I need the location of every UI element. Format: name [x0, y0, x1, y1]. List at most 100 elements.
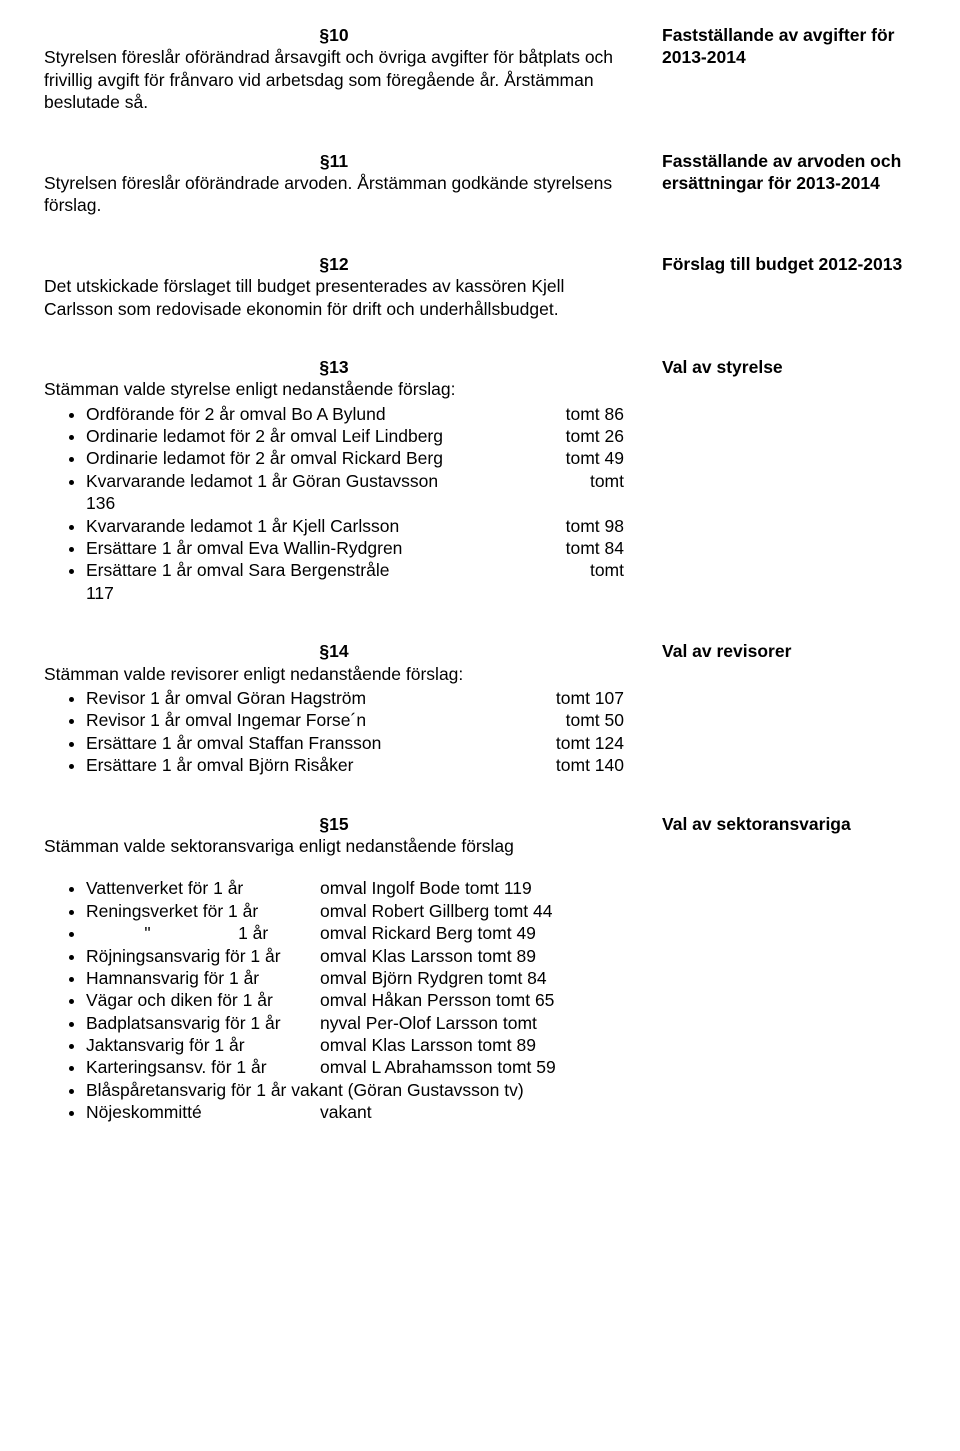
list-item-left: Revisor 1 år omval Ingemar Forse´n [86, 709, 566, 731]
section-11-left: §11 Styrelsen föreslår oförändrade arvod… [44, 150, 624, 217]
list-item: Revisor 1 år omval Ingemar Forse´ntomt 5… [86, 709, 624, 731]
list-item-right: omval L Abrahamsson tomt 59 [320, 1056, 624, 1078]
list-item: Kvarvarande ledamot 1 år Göran Gustavsso… [86, 470, 624, 515]
section-10-heading: Fastställande av avgifter för 2013-2014 [624, 24, 916, 69]
list-item-left: Ordförande för 2 år omval Bo A Bylund [86, 403, 566, 425]
section-11-body: Styrelsen föreslår oförändrade arvoden. … [44, 172, 624, 217]
list-item-left: Revisor 1 år omval Göran Hagström [86, 687, 556, 709]
list-item-right: omval Robert Gillberg tomt 44 [320, 900, 624, 922]
list-item-right: tomt 50 [566, 709, 624, 731]
section-11-number: §11 [44, 150, 624, 172]
list-item-left: Nöjeskommitté [86, 1101, 320, 1123]
list-item: Röjningsansvarig för 1 åromval Klas Lars… [86, 945, 624, 967]
list-item-left: Ersättare 1 år omval Eva Wallin-Rydgren [86, 537, 566, 559]
list-item: Ordinarie ledamot för 2 år omval Leif Li… [86, 425, 624, 447]
list-item: Ersättare 1 år omval Staffan Franssontom… [86, 732, 624, 754]
list-item: Karteringsansv. för 1 åromval L Abrahams… [86, 1056, 624, 1078]
section-13: §13 Stämman valde styrelse enligt nedans… [44, 356, 916, 604]
section-10-left: §10 Styrelsen föreslår oförändrad årsavg… [44, 24, 624, 114]
list-item-left: Ersättare 1 år omval Björn Risåker [86, 754, 556, 776]
list-item-left: Kvarvarande ledamot 1 år Göran Gustavsso… [86, 470, 590, 515]
section-10-number: §10 [44, 24, 624, 46]
list-item-right: tomt 107 [556, 687, 624, 709]
list-item-left: Hamnansvarig för 1 år [86, 967, 320, 989]
section-13-heading: Val av styrelse [624, 356, 916, 378]
list-item-right: omval Klas Larsson tomt 89 [320, 1034, 624, 1056]
list-item-left: Röjningsansvarig för 1 år [86, 945, 320, 967]
list-item: Kvarvarande ledamot 1 år Kjell Carlssont… [86, 515, 624, 537]
document-page: §10 Styrelsen föreslår oförändrad årsavg… [0, 0, 960, 1451]
section-15-left: §15 Stämman valde sektoransvariga enligt… [44, 813, 624, 1124]
list-item-left: Ordinarie ledamot för 2 år omval Rickard… [86, 447, 566, 469]
section-14-left: §14 Stämman valde revisorer enligt nedan… [44, 640, 624, 776]
list-item: Ersättare 1 år omval Eva Wallin-Rydgrent… [86, 537, 624, 559]
section-14-list: Revisor 1 år omval Göran Hagströmtomt 10… [44, 687, 624, 777]
list-item-left: Ordinarie ledamot för 2 år omval Leif Li… [86, 425, 566, 447]
list-item-left: Karteringsansv. för 1 år [86, 1056, 320, 1078]
list-item: Vägar och diken för 1 åromval Håkan Pers… [86, 989, 624, 1011]
list-item-right: tomt [590, 470, 624, 515]
list-item-right: nyval Per-Olof Larsson tomt [320, 1012, 624, 1034]
list-item: Vattenverket för 1 åromval Ingolf Bode t… [86, 877, 624, 899]
list-item: Revisor 1 år omval Göran Hagströmtomt 10… [86, 687, 624, 709]
list-item-right: omval Klas Larsson tomt 89 [320, 945, 624, 967]
section-12: §12 Det utskickade förslaget till budget… [44, 253, 916, 320]
list-item: Nöjeskommittévakant [86, 1101, 624, 1123]
list-item: Ordförande för 2 år omval Bo A Bylundtom… [86, 403, 624, 425]
section-14: §14 Stämman valde revisorer enligt nedan… [44, 640, 916, 776]
section-13-intro: Stämman valde styrelse enligt nedanståen… [44, 378, 624, 400]
list-item-right: tomt 84 [566, 537, 624, 559]
section-14-intro: Stämman valde revisorer enligt nedanståe… [44, 663, 624, 685]
list-item-left: Kvarvarande ledamot 1 år Kjell Carlsson [86, 515, 566, 537]
section-15: §15 Stämman valde sektoransvariga enligt… [44, 813, 916, 1124]
section-13-list: Ordförande för 2 år omval Bo A Bylundtom… [44, 403, 624, 605]
section-10: §10 Styrelsen föreslår oförändrad årsavg… [44, 24, 916, 114]
list-item-right: tomt 26 [566, 425, 624, 447]
list-item-left: Vattenverket för 1 år [86, 877, 320, 899]
list-item-left: Ersättare 1 år omval Sara Bergenstråle 1… [86, 559, 590, 604]
section-13-number: §13 [44, 356, 624, 378]
list-item: Badplatsansvarig för 1 årnyval Per-Olof … [86, 1012, 624, 1034]
list-item: Hamnansvarig för 1 åromval Björn Rydgren… [86, 967, 624, 989]
list-item-left: Reningsverket för 1 år [86, 900, 320, 922]
section-14-number: §14 [44, 640, 624, 662]
list-item: Reningsverket för 1 åromval Robert Gillb… [86, 900, 624, 922]
list-item-right: tomt 49 [566, 447, 624, 469]
section-15-number: §15 [44, 813, 624, 835]
list-item-left: Jaktansvarig för 1 år [86, 1034, 320, 1056]
list-item-left: Vägar och diken för 1 år [86, 989, 320, 1011]
list-item-right: tomt 140 [556, 754, 624, 776]
list-item-right: omval Ingolf Bode tomt 119 [320, 877, 624, 899]
list-item-left: Badplatsansvarig för 1 år [86, 1012, 320, 1034]
list-item-left: " 1 år [86, 922, 320, 944]
section-12-heading: Förslag till budget 2012-2013 [624, 253, 916, 275]
section-11-heading: Fasställande av arvoden och ersättningar… [624, 150, 916, 195]
list-item: Ersättare 1 år omval Sara Bergenstråle 1… [86, 559, 624, 604]
section-12-number: §12 [44, 253, 624, 275]
list-item: Ordinarie ledamot för 2 år omval Rickard… [86, 447, 624, 469]
list-item: Ersättare 1 år omval Björn Risåkertomt 1… [86, 754, 624, 776]
list-item-right: tomt 86 [566, 403, 624, 425]
list-item-right: tomt [590, 559, 624, 604]
list-item-right: tomt 124 [556, 732, 624, 754]
section-15-list: Vattenverket för 1 åromval Ingolf Bode t… [44, 877, 624, 1123]
section-11: §11 Styrelsen föreslår oförändrade arvod… [44, 150, 916, 217]
section-15-intro: Stämman valde sektoransvariga enligt ned… [44, 835, 624, 857]
section-13-left: §13 Stämman valde styrelse enligt nedans… [44, 356, 624, 604]
section-10-body: Styrelsen föreslår oförändrad årsavgift … [44, 46, 624, 113]
list-item-right: omval Rickard Berg tomt 49 [320, 922, 624, 944]
list-item: Jaktansvarig för 1 åromval Klas Larsson … [86, 1034, 624, 1056]
list-item-right: omval Håkan Persson tomt 65 [320, 989, 624, 1011]
list-item: " 1 åromval Rickard Berg tomt 49 [86, 922, 624, 944]
section-12-body: Det utskickade förslaget till budget pre… [44, 275, 624, 320]
list-item-right [524, 1079, 624, 1101]
section-14-heading: Val av revisorer [624, 640, 916, 662]
list-item-right: tomt 98 [566, 515, 624, 537]
list-item-right: vakant [320, 1101, 624, 1123]
section-12-left: §12 Det utskickade förslaget till budget… [44, 253, 624, 320]
list-item-right: omval Björn Rydgren tomt 84 [320, 967, 624, 989]
list-item-left: Ersättare 1 år omval Staffan Fransson [86, 732, 556, 754]
section-15-heading: Val av sektoransvariga [624, 813, 916, 835]
list-item: Blåspåretansvarig för 1 år vakant (Göran… [86, 1079, 624, 1101]
list-item-left: Blåspåretansvarig för 1 år vakant (Göran… [86, 1079, 524, 1101]
